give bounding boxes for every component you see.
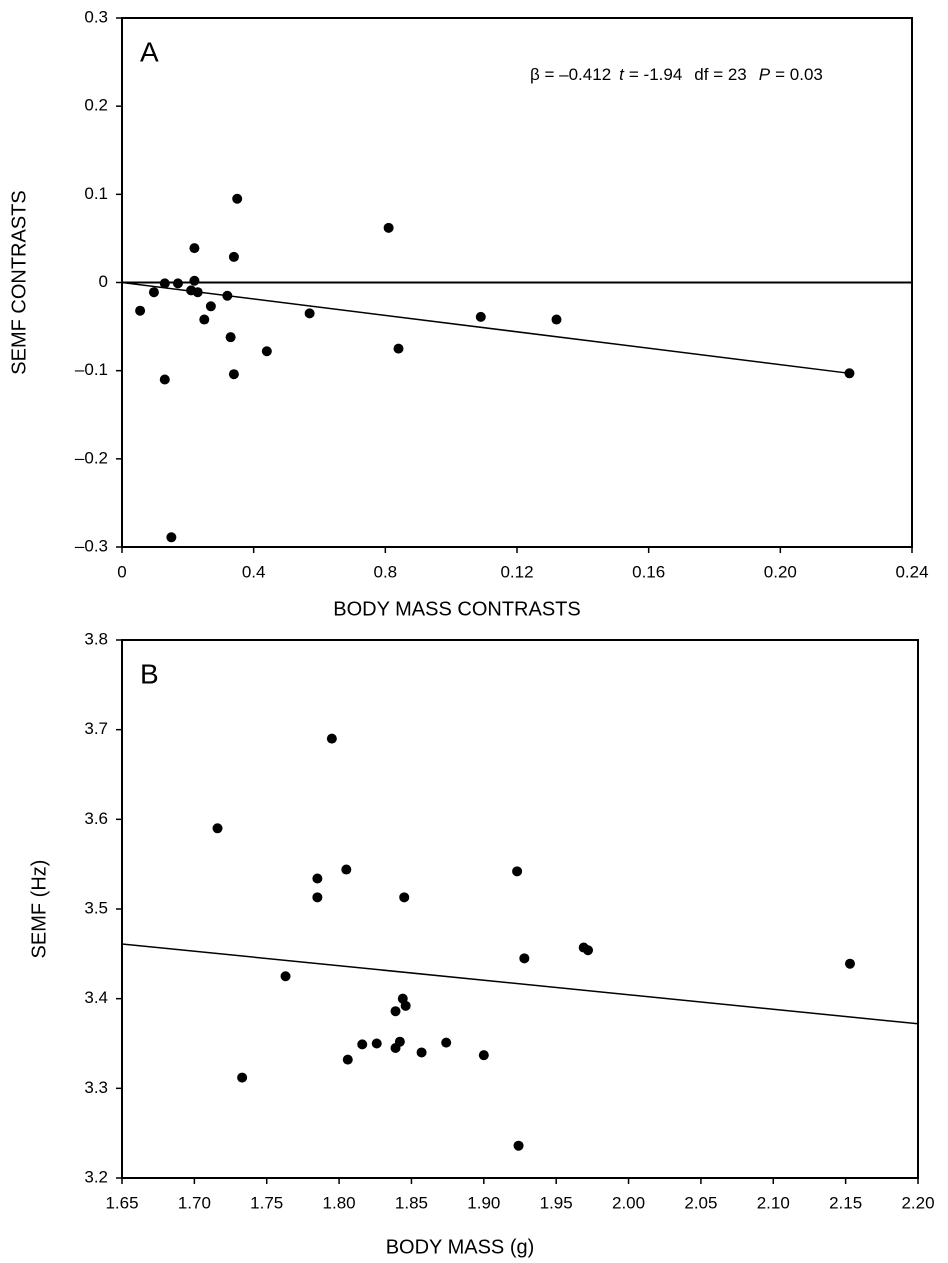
y-tick-label: 3.5 <box>84 898 108 917</box>
point <box>326 733 337 744</box>
y-tick-label: 3.6 <box>84 809 108 828</box>
annotation-part: β = –0.412 <box>530 65 611 84</box>
point <box>159 278 170 289</box>
annotation-part: = 0.03 <box>775 65 823 84</box>
point <box>228 251 239 262</box>
y-tick-label: 0.1 <box>84 184 108 203</box>
point <box>478 1050 489 1061</box>
y-tick-label: 0.3 <box>84 7 108 26</box>
x-axis-title: BODY MASS CONTRASTS <box>333 598 580 620</box>
point <box>513 1140 524 1151</box>
point <box>475 311 486 322</box>
point <box>222 290 233 301</box>
x-tick-label: 0.8 <box>374 562 398 581</box>
x-tick-label: 1.70 <box>178 1193 211 1212</box>
y-tick-label: 3.3 <box>84 1078 108 1097</box>
x-tick-label: 2.05 <box>684 1193 717 1212</box>
panel-label: B <box>140 658 159 689</box>
x-tick-label: 0.16 <box>632 562 665 581</box>
point <box>844 368 855 379</box>
y-tick-label: 0 <box>99 272 108 291</box>
y-tick-label: 3.8 <box>84 629 108 648</box>
x-tick-label: 1.95 <box>540 1193 573 1212</box>
point <box>148 287 159 298</box>
plot-frame <box>121 639 919 1179</box>
x-tick-label: 0 <box>117 562 126 581</box>
point <box>519 953 530 964</box>
point <box>228 369 239 380</box>
point <box>232 193 243 204</box>
annotation-part: df = 23 <box>694 65 746 84</box>
point <box>280 971 291 982</box>
point <box>135 305 146 316</box>
x-tick-label: 0.4 <box>242 562 266 581</box>
fit-line <box>121 281 850 375</box>
x-tick-label: 2.15 <box>829 1193 862 1212</box>
point <box>551 314 562 325</box>
y-tick-label: 3.7 <box>84 719 108 738</box>
point <box>583 945 594 956</box>
point <box>166 532 177 543</box>
point <box>394 1036 405 1047</box>
x-tick-label: 0.24 <box>895 562 928 581</box>
point <box>172 278 183 289</box>
point <box>199 314 210 325</box>
point <box>393 343 404 354</box>
point <box>189 275 200 286</box>
point <box>400 1000 411 1011</box>
point <box>399 892 410 903</box>
annotation-part: P <box>759 65 771 84</box>
y-axis-title: SEMF (Hz) <box>28 860 50 959</box>
y-tick-label: –0.2 <box>75 448 108 467</box>
point <box>341 864 352 875</box>
fit-line <box>121 943 919 1025</box>
y-tick-label: 0.2 <box>84 96 108 115</box>
x-tick-label: 1.90 <box>467 1193 500 1212</box>
x-axis-title: BODY MASS (g) <box>386 1236 535 1258</box>
y-axis-title: SEMF CONTRASTS <box>8 190 30 374</box>
point <box>212 823 223 834</box>
x-tick-label: 2.00 <box>612 1193 645 1212</box>
point <box>225 332 236 343</box>
x-tick-label: 2.20 <box>901 1193 934 1212</box>
point <box>416 1047 427 1058</box>
point <box>189 243 200 254</box>
annotation-part: = -1.94 <box>629 65 682 84</box>
x-tick-label: 1.65 <box>105 1193 138 1212</box>
x-tick-label: 2.10 <box>757 1193 790 1212</box>
point <box>390 1006 401 1017</box>
point <box>441 1037 452 1048</box>
x-tick-label: 1.80 <box>323 1193 356 1212</box>
point <box>844 958 855 969</box>
point <box>357 1039 368 1050</box>
point <box>512 866 523 877</box>
point <box>304 308 315 319</box>
x-tick-label: 0.20 <box>764 562 797 581</box>
x-tick-label: 1.75 <box>250 1193 283 1212</box>
point <box>312 892 323 903</box>
y-tick-label: 3.2 <box>84 1167 108 1186</box>
y-tick-label: 3.4 <box>84 988 108 1007</box>
point <box>237 1072 248 1083</box>
x-tick-label: 1.85 <box>395 1193 428 1212</box>
point <box>383 222 394 233</box>
point <box>342 1054 353 1065</box>
annotation: β = –0.412 t = -1.94 df = 23 P = 0.03 <box>530 65 823 84</box>
point <box>371 1038 382 1049</box>
x-tick-label: 0.12 <box>500 562 533 581</box>
y-tick-label: –0.3 <box>75 536 108 555</box>
panel-label: A <box>140 36 159 67</box>
point <box>312 873 323 884</box>
point <box>192 287 203 298</box>
point <box>261 346 272 357</box>
annotation-part: t <box>619 65 625 84</box>
point <box>205 301 216 312</box>
y-tick-label: –0.1 <box>75 360 108 379</box>
point <box>159 374 170 385</box>
